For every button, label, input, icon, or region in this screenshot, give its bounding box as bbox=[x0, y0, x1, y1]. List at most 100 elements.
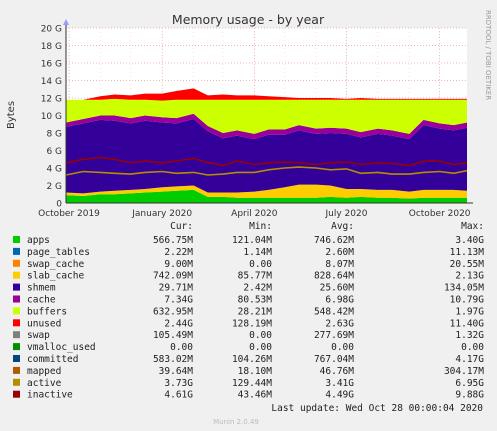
legend-swatch bbox=[13, 331, 20, 339]
legend-name: slab_cache bbox=[27, 271, 84, 282]
legend-swatch bbox=[13, 271, 20, 279]
legend-name: buffers bbox=[27, 306, 67, 317]
legend-swatch bbox=[13, 295, 20, 303]
legend-value-avg: 277.69M bbox=[314, 330, 354, 341]
area-series bbox=[65, 88, 468, 203]
y-tick-label: 16 G bbox=[41, 60, 62, 70]
legend-value-cur: 39.64M bbox=[159, 366, 194, 377]
legend-value-min: 1.14M bbox=[243, 247, 272, 258]
x-tick-label: October 2019 bbox=[38, 209, 100, 219]
legend-value-avg: 548.42M bbox=[314, 306, 354, 317]
legend-name: unused bbox=[27, 318, 61, 329]
munin-footer: Munin 2.0.49 bbox=[213, 418, 259, 426]
legend-value-max: 1.97G bbox=[455, 306, 484, 317]
legend-value-cur: 0.00 bbox=[170, 342, 193, 353]
legend-value-avg: 746.62M bbox=[314, 235, 354, 246]
legend-value-min: 28.21M bbox=[238, 306, 273, 317]
legend-name: mapped bbox=[27, 366, 61, 377]
legend-value-max: 11.40G bbox=[450, 318, 485, 329]
legend-value-avg: 4.49G bbox=[325, 390, 354, 401]
legend-header: Min: bbox=[249, 221, 272, 232]
x-tick-label: January 2020 bbox=[131, 209, 192, 219]
y-tick-label: 2 G bbox=[46, 182, 62, 192]
x-ticks: October 2019 January 2020 April 2020 July 2… bbox=[38, 209, 471, 219]
y-tick-label: 12 G bbox=[41, 95, 62, 105]
legend-value-avg: 3.41G bbox=[325, 378, 354, 389]
legend-value-max: 11.13M bbox=[450, 247, 485, 258]
y-tick-label: 10 G bbox=[41, 112, 62, 122]
legend-name: cache bbox=[27, 295, 56, 306]
area-apps bbox=[66, 189, 467, 203]
legend-value-max: 20.55M bbox=[450, 259, 485, 270]
x-tick-label: July 2020 bbox=[325, 209, 368, 219]
legend-value-avg: 6.98G bbox=[325, 295, 354, 306]
y-tick-label: 4 G bbox=[46, 165, 62, 175]
area-swap bbox=[66, 88, 467, 101]
legend-value-max: 304.17M bbox=[444, 366, 484, 377]
legend-value-cur: 3.73G bbox=[164, 378, 193, 389]
legend-value-cur: 583.02M bbox=[153, 354, 193, 365]
legend-name: committed bbox=[27, 354, 78, 365]
legend-value-cur: 742.09M bbox=[153, 271, 193, 282]
legend-value-min: 104.26M bbox=[232, 354, 272, 365]
legend-swatch bbox=[13, 366, 20, 374]
legend-name: vmalloc_used bbox=[27, 342, 96, 353]
legend-name: swap bbox=[27, 330, 50, 341]
legend-value-avg: 46.76M bbox=[320, 366, 355, 377]
legend-swatch bbox=[13, 247, 20, 255]
y-tick-label: 18 G bbox=[41, 42, 62, 52]
legend-value-min: 121.04M bbox=[232, 235, 272, 246]
legend-value-min: 0.00 bbox=[249, 330, 272, 341]
legend-name: inactive bbox=[27, 390, 73, 401]
area-cache bbox=[66, 119, 467, 194]
y-axis-arrow bbox=[63, 19, 69, 25]
legend-swatch bbox=[13, 343, 20, 351]
y-axis-label: Bytes bbox=[6, 101, 17, 129]
legend-value-max: 2.13G bbox=[455, 271, 484, 282]
y-tick-label: 8 G bbox=[46, 130, 62, 140]
legend-value-min: 80.53M bbox=[238, 295, 273, 306]
legend-value-cur: 2.44G bbox=[164, 318, 193, 329]
legend-swatch bbox=[13, 378, 20, 386]
legend-value-avg: 2.63G bbox=[325, 318, 354, 329]
legend-value-max: 10.79G bbox=[450, 295, 485, 306]
x-tick-label: October 2020 bbox=[409, 209, 471, 219]
legend-swatch bbox=[13, 390, 20, 398]
chart-title: Memory usage - by year bbox=[172, 12, 325, 27]
legend-value-cur: 4.61G bbox=[164, 390, 193, 401]
legend-value-max: 0.00 bbox=[461, 342, 484, 353]
legend-value-cur: 29.71M bbox=[159, 283, 194, 294]
line-inactive bbox=[65, 156, 468, 167]
y-tick-label: 6 G bbox=[46, 147, 62, 157]
legend-value-min: 2.42M bbox=[243, 283, 272, 294]
legend-value-avg: 767.04M bbox=[314, 354, 354, 365]
legend-value-min: 18.10M bbox=[238, 366, 273, 377]
legend-value-cur: 566.75M bbox=[153, 235, 193, 246]
legend-name: shmem bbox=[27, 283, 56, 294]
legend-value-avg: 828.64M bbox=[314, 271, 354, 282]
legend-value-min: 0.00 bbox=[249, 342, 272, 353]
legend-value-max: 4.17G bbox=[455, 354, 484, 365]
legend-value-avg: 25.60M bbox=[320, 283, 355, 294]
legend-swatch bbox=[13, 307, 20, 315]
area-unused bbox=[66, 98, 467, 134]
legend-swatch bbox=[13, 259, 20, 267]
legend: Cur: Min: Avg: Max: apps 566.75M 121.04M 746.62… bbox=[13, 221, 484, 401]
legend-header: Cur: bbox=[170, 221, 193, 232]
legend-value-cur: 105.49M bbox=[153, 330, 193, 341]
legend-swatch bbox=[13, 319, 20, 327]
legend-value-max: 134.05M bbox=[444, 283, 484, 294]
legend-value-min: 43.46M bbox=[238, 390, 273, 401]
area-buffers bbox=[66, 113, 467, 140]
legend-swatch bbox=[13, 283, 20, 291]
legend-header: Avg: bbox=[331, 221, 354, 232]
legend-name: apps bbox=[27, 235, 50, 246]
legend-value-max: 9.88G bbox=[455, 390, 484, 401]
legend-value-max: 6.95G bbox=[455, 378, 484, 389]
legend-name: active bbox=[27, 378, 62, 389]
area-slab_cache bbox=[66, 184, 467, 199]
axes bbox=[63, 19, 473, 204]
legend-swatch bbox=[13, 355, 20, 362]
legend-value-cur: 9.00M bbox=[164, 259, 193, 270]
